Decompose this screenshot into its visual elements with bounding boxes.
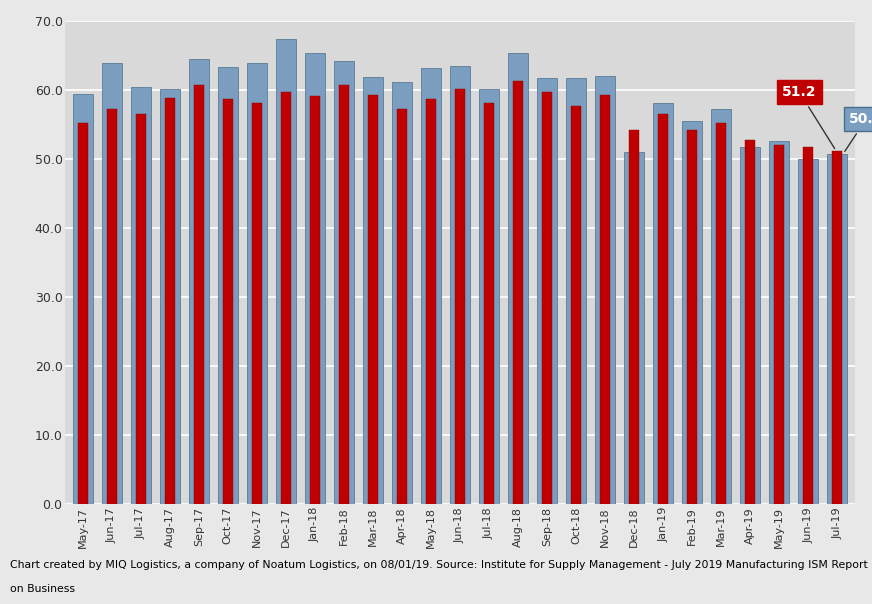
- Bar: [276, 39, 296, 504]
- Bar: [392, 82, 412, 504]
- Bar: [450, 66, 470, 504]
- Bar: [368, 95, 378, 504]
- Bar: [426, 99, 436, 504]
- Text: 51.2: 51.2: [782, 85, 835, 149]
- Bar: [397, 109, 407, 504]
- Bar: [740, 147, 760, 504]
- Bar: [542, 92, 552, 504]
- Bar: [484, 103, 494, 504]
- Bar: [745, 140, 755, 504]
- Bar: [716, 123, 726, 504]
- Bar: [165, 98, 175, 504]
- Bar: [658, 114, 668, 504]
- Bar: [803, 147, 814, 504]
- Bar: [711, 109, 732, 504]
- Bar: [78, 123, 88, 504]
- Bar: [595, 76, 616, 504]
- Bar: [827, 153, 848, 504]
- Bar: [247, 63, 267, 504]
- Bar: [106, 109, 117, 504]
- Bar: [629, 129, 639, 504]
- Bar: [832, 151, 842, 504]
- Bar: [194, 85, 204, 504]
- Bar: [160, 89, 180, 504]
- Bar: [218, 66, 238, 504]
- Bar: [479, 89, 499, 504]
- Bar: [102, 63, 122, 504]
- Bar: [310, 97, 320, 504]
- Bar: [600, 95, 610, 504]
- Bar: [687, 130, 697, 504]
- Bar: [281, 92, 291, 504]
- Bar: [653, 103, 673, 504]
- Bar: [421, 68, 441, 504]
- Bar: [455, 89, 465, 504]
- Bar: [798, 159, 818, 504]
- Bar: [334, 61, 354, 504]
- Text: 50.8: 50.8: [845, 112, 872, 152]
- Bar: [188, 59, 209, 504]
- Bar: [363, 77, 383, 504]
- Bar: [769, 141, 789, 504]
- Bar: [304, 53, 325, 504]
- Text: on Business: on Business: [10, 584, 76, 594]
- Bar: [537, 78, 557, 504]
- Bar: [131, 88, 151, 504]
- Bar: [623, 152, 644, 504]
- Text: Chart created by MIQ Logistics, a company of Noatum Logistics, on 08/01/19. Sour: Chart created by MIQ Logistics, a compan…: [10, 560, 869, 570]
- Bar: [223, 99, 233, 504]
- Bar: [682, 121, 702, 504]
- Bar: [72, 94, 93, 504]
- Bar: [513, 81, 523, 504]
- Bar: [571, 106, 581, 504]
- Bar: [252, 103, 262, 504]
- Bar: [136, 114, 146, 504]
- Bar: [566, 78, 586, 504]
- Bar: [508, 53, 528, 504]
- Bar: [774, 145, 784, 504]
- Bar: [339, 85, 349, 504]
